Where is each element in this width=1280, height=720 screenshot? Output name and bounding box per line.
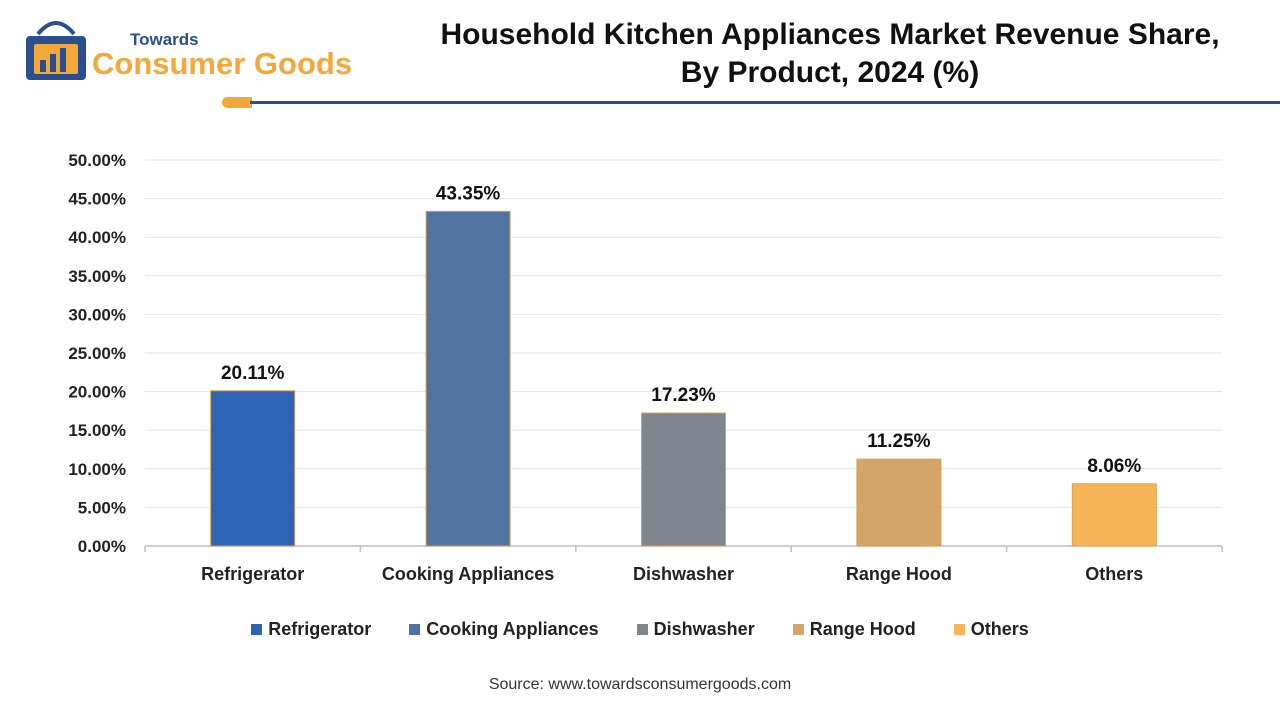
legend-item: Dishwasher xyxy=(636,619,755,640)
x-tick-label: Dishwasher xyxy=(633,564,734,584)
y-tick-label: 40.00% xyxy=(68,228,126,247)
logo-text-main: Consumer Goods xyxy=(92,46,353,81)
data-label: 17.23% xyxy=(651,385,716,406)
x-tick-label: Refrigerator xyxy=(201,564,304,584)
legend-label: Range Hood xyxy=(809,619,916,639)
legend-label: Dishwasher xyxy=(653,619,755,639)
data-label: 11.25% xyxy=(867,431,930,452)
y-tick-label: 10.00% xyxy=(68,460,126,479)
data-label: 8.06% xyxy=(1087,456,1141,477)
chart-title: Household Kitchen Appliances Market Reve… xyxy=(420,16,1240,92)
y-tick-label: 35.00% xyxy=(68,267,126,286)
y-tick-label: 0.00% xyxy=(78,537,126,556)
brand-logo: Towards Consumer Goods xyxy=(20,18,380,88)
legend-swatch xyxy=(251,624,263,635)
bar xyxy=(641,412,726,547)
legend-label: Cooking Appliances xyxy=(426,619,599,639)
y-tick-label: 30.00% xyxy=(68,305,126,324)
x-tick-label: Cooking Appliances xyxy=(382,564,554,584)
x-tick-label: Others xyxy=(1085,564,1143,584)
bar xyxy=(856,458,942,547)
y-tick-label: 25.00% xyxy=(68,344,126,363)
legend-label: Others xyxy=(970,619,1029,639)
y-tick-label: 45.00% xyxy=(68,190,126,209)
header-rule xyxy=(250,101,1280,104)
bar-chart: 0.00% 5.00% 10.00% 15.00% 20.00% 25.00% 30.00%… xyxy=(68,151,1223,584)
source-note: Source: www.towardsconsumergoods.com xyxy=(488,676,792,693)
bar xyxy=(1071,483,1157,547)
x-tick-label: Range Hood xyxy=(846,564,952,584)
y-tick-label: 20.00% xyxy=(68,383,126,402)
data-label: 43.35% xyxy=(436,183,501,204)
chart-title-line1: Household Kitchen Appliances Market Reve… xyxy=(440,18,1220,51)
y-tick-label: 50.00% xyxy=(68,151,126,170)
bar xyxy=(425,210,511,547)
legend-item: Range Hood xyxy=(792,619,916,640)
legend-item: Refrigerator xyxy=(251,619,371,640)
y-tick-label: 15.00% xyxy=(68,421,126,440)
header-rule-tab xyxy=(222,97,252,108)
bar xyxy=(210,390,296,547)
logo-text-top: Towards xyxy=(130,30,199,49)
legend-item: Others xyxy=(953,619,1029,640)
chart-title-line2: By Product, 2024 (%) xyxy=(680,56,980,89)
legend-label: Refrigerator xyxy=(268,619,372,639)
legend-swatch xyxy=(953,624,965,635)
legend-swatch xyxy=(792,624,804,635)
shopping-bag-icon xyxy=(26,21,86,80)
data-label: 20.11% xyxy=(221,363,284,384)
legend-item: Cooking Appliances xyxy=(409,619,599,640)
chart-legend: Refrigerator Cooking Appliances Dishwasher… xyxy=(0,619,1280,640)
legend-swatch xyxy=(636,624,648,635)
legend-swatch xyxy=(409,624,421,635)
y-tick-label: 5.00% xyxy=(78,498,126,517)
